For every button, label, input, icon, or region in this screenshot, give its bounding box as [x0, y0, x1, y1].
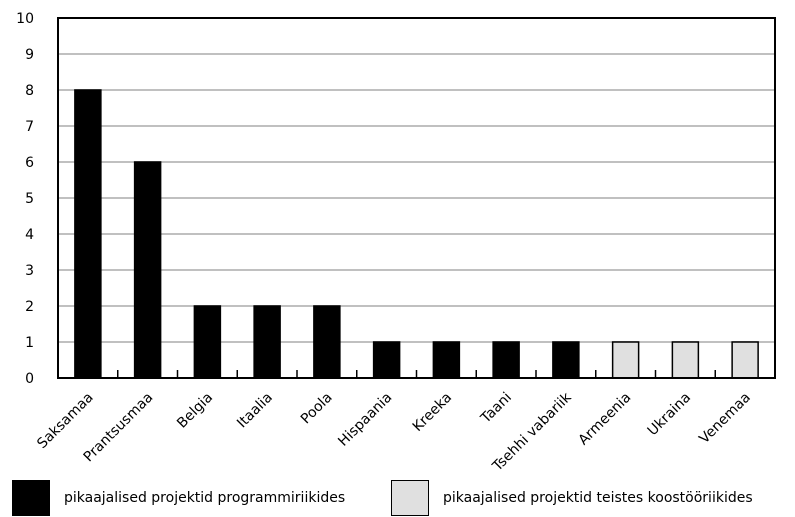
bar-venemaa [731, 341, 759, 379]
y-tick-label: 10 [16, 11, 34, 27]
x-tick-label: Belgia [174, 390, 216, 432]
x-tick-label: Kreeka [410, 390, 455, 435]
y-tick-label: 2 [25, 299, 34, 315]
x-tick-label: Venemaa [696, 390, 754, 448]
y-tick-label: 9 [25, 47, 34, 63]
bar-itaalia [253, 305, 281, 379]
legend-label-programme: pikaajalised projektid programmiriikides [64, 490, 346, 506]
y-tick-label: 0 [25, 371, 34, 387]
y-tick-label: 4 [25, 227, 34, 243]
x-tick-label: Saksamaa [34, 390, 96, 452]
y-tick-label: 3 [25, 263, 34, 279]
bar-hispaania [372, 341, 401, 379]
x-tick-label: Ukraina [645, 390, 695, 440]
bar-kreeka [432, 341, 461, 379]
y-axis-ticks: 0 1 2 3 4 5 6 7 8 9 10 [16, 11, 34, 387]
x-tick-label: Hispaania [335, 390, 395, 450]
legend-item-programme: pikaajalised projektid programmiriikides [12, 480, 345, 516]
legend-swatch-other [391, 480, 429, 516]
bar-armeenia [611, 341, 640, 379]
y-tick-label: 5 [25, 191, 34, 207]
y-tick-label: 8 [25, 83, 34, 99]
bar-saksamaa [74, 89, 102, 379]
x-tick-label: Itaalia [234, 390, 276, 432]
y-tick-label: 1 [25, 335, 34, 351]
y-tick-label: 6 [25, 155, 34, 171]
legend-label-other: pikaajalised projektid teistes koostööri… [443, 490, 753, 506]
x-tick-label: Armeenia [576, 390, 635, 449]
x-tick-label: Taani [477, 390, 515, 428]
bar-prantsusmaa [133, 161, 162, 379]
y-tick-label: 7 [25, 119, 34, 135]
bar-ukraina [671, 341, 700, 379]
x-axis-ticks [117, 370, 716, 378]
legend-item-other: pikaajalised projektid teistes koostööri… [391, 480, 753, 516]
bar-tsehhi-vabariik [552, 341, 580, 379]
x-tick-label: Poola [298, 390, 336, 428]
legend-swatch-programme [12, 480, 50, 516]
bar-belgia [193, 305, 222, 379]
gridlines [58, 53, 775, 343]
bar-poola [313, 305, 341, 379]
bars [74, 89, 759, 379]
bar-taani [492, 341, 520, 379]
